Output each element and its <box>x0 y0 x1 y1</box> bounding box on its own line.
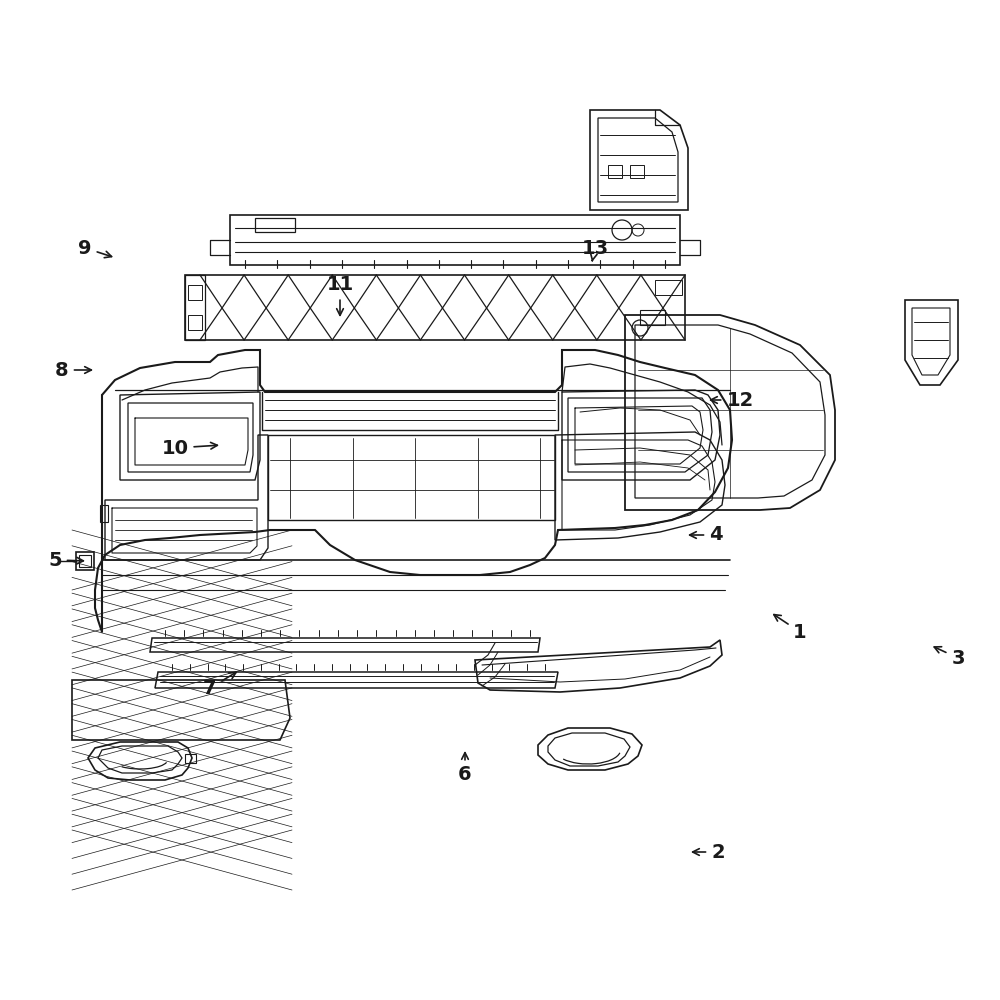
Text: 1: 1 <box>774 615 807 642</box>
Text: 6: 6 <box>458 753 472 784</box>
Text: 10: 10 <box>162 438 217 458</box>
Text: 12: 12 <box>711 390 754 410</box>
Text: 9: 9 <box>78 238 112 258</box>
Text: 3: 3 <box>934 647 965 668</box>
Text: 13: 13 <box>581 238 609 261</box>
Text: 11: 11 <box>326 275 354 315</box>
Text: 4: 4 <box>690 526 723 544</box>
Text: 2: 2 <box>693 842 725 861</box>
Text: 8: 8 <box>55 360 91 379</box>
Text: 7: 7 <box>203 672 236 698</box>
Text: 5: 5 <box>48 550 83 570</box>
